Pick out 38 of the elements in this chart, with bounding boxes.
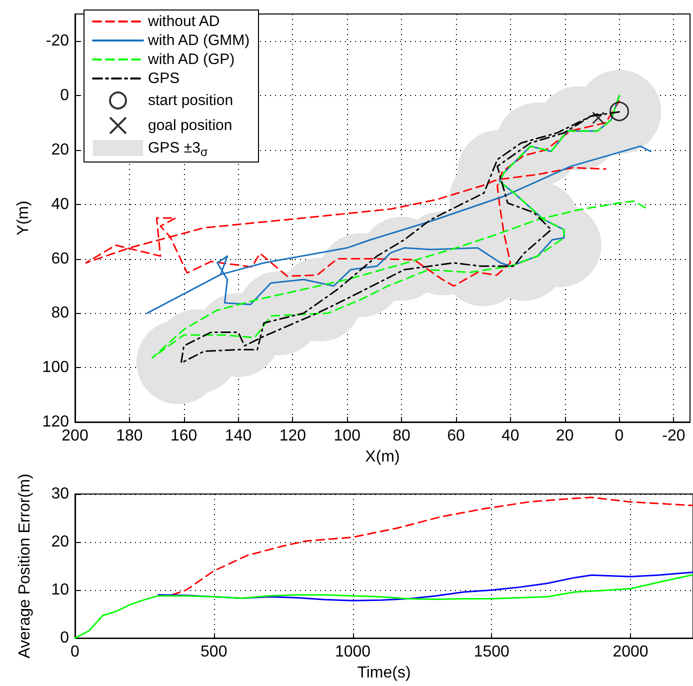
y-tick-label: 120 [42, 414, 70, 430]
y-tick-label: -20 [46, 32, 70, 50]
y-tick-label: 10 [51, 582, 70, 599]
x-tick-label: 60 [447, 428, 465, 444]
legend-label: without AD [147, 13, 220, 30]
x-axis-title: Time(s) [357, 664, 411, 682]
x-tick-label: 200 [62, 428, 88, 444]
legend-label: GPS [148, 70, 180, 87]
legend-label: goal position [148, 117, 232, 134]
x-tick-label: 100 [334, 428, 361, 444]
y-axis-title: Average Position Error(m) [16, 474, 34, 658]
x-tick-label: 1000 [334, 644, 371, 661]
x-tick-label: 160 [170, 428, 198, 444]
x-tick-label: 120 [279, 428, 306, 444]
y-tick-label: 20 [51, 534, 70, 551]
x-tick-label: 20 [556, 428, 574, 444]
y-tick-label: 60 [51, 250, 70, 268]
x-tick-label: 180 [116, 428, 143, 444]
x-axis-title: X(m) [365, 448, 400, 466]
y-tick-label: 80 [51, 304, 70, 322]
x-tick-label: 140 [224, 428, 252, 444]
y-tick-label: 30 [51, 486, 70, 502]
y-tick-label: 40 [51, 196, 70, 213]
y-tick-label: 0 [60, 87, 70, 104]
x-tick-label: -20 [662, 428, 686, 444]
y-tick-label: 20 [51, 142, 70, 158]
legend-label: with AD (GMM) [147, 32, 250, 49]
legend-label: start position [148, 92, 234, 109]
y-tick-label: 0 [60, 630, 70, 647]
x-tick-label: 0 [614, 428, 624, 444]
y-tick-label: 100 [42, 359, 70, 376]
legend-label: with AD (GP) [147, 51, 235, 68]
x-tick-label: 2000 [612, 644, 648, 661]
y-axis-title: Y(m) [14, 200, 32, 236]
x-tick-label: 1500 [474, 644, 510, 661]
x-tick-label: 80 [392, 428, 411, 444]
x-tick-label: 500 [200, 644, 228, 661]
x-tick-label: 40 [502, 428, 520, 444]
